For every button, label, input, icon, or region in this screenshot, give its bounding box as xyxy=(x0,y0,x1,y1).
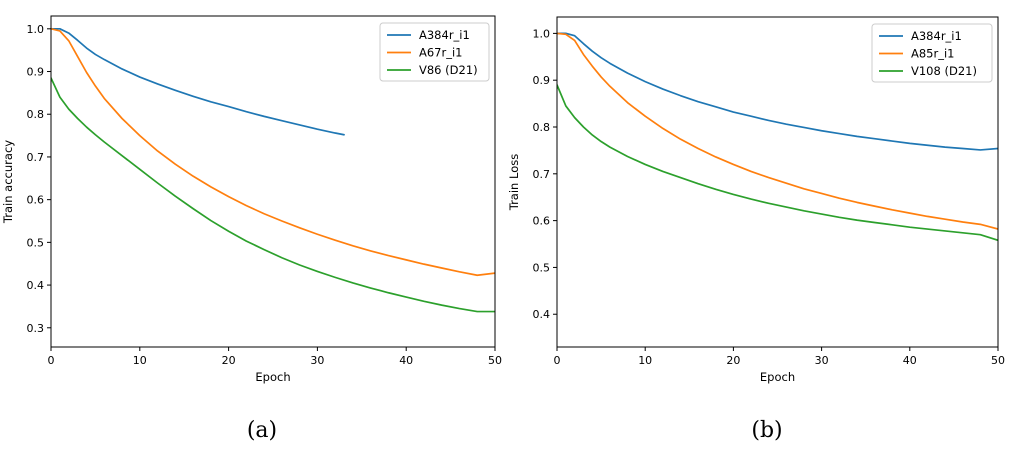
axes-frame xyxy=(556,16,999,348)
legend: A384r_i1 A85r_i1 V108 (D21) xyxy=(871,23,993,83)
series-line xyxy=(51,27,495,277)
x-tick-label: 10 xyxy=(133,354,147,367)
y-tick-label: 1.0 xyxy=(27,23,45,36)
x-tick-label: 0 xyxy=(48,354,55,367)
x-tick-label: 50 xyxy=(991,354,1005,367)
x-tick-label: 40 xyxy=(903,354,917,367)
series-line xyxy=(557,84,998,242)
y-tick-label: 0.8 xyxy=(27,108,45,121)
axes-frame xyxy=(50,15,496,348)
y-tick-label: 0.7 xyxy=(27,151,45,164)
y-tick-label: 0.9 xyxy=(533,74,551,87)
y-tick-label: 0.4 xyxy=(27,279,45,292)
legend-entry: V108 (D21) xyxy=(911,64,977,78)
legend-entry: A384r_i1 xyxy=(419,28,470,42)
y-tick-label: 0.6 xyxy=(27,194,45,207)
chart-panel-b: 0 10 20 30 40 50 0.4 0.5 0.6 0.7 0.8 0.9 1.0 Epoch Tra… xyxy=(507,16,1005,443)
x-tick-label: 30 xyxy=(310,354,324,367)
panel-caption: (b) xyxy=(751,418,782,443)
chart-panel-a: 0 10 20 30 40 50 0.3 0.4 0.5 0.6 0.7 0.8 0.9 1.0 Epoch… xyxy=(1,15,502,443)
panel-caption: (a) xyxy=(247,418,277,443)
y-tick-label: 0.7 xyxy=(533,168,551,181)
x-axis-label: Epoch xyxy=(760,370,795,384)
x-tick-label: 30 xyxy=(815,354,829,367)
legend-box xyxy=(379,22,490,82)
x-tick-label: 20 xyxy=(726,354,740,367)
series-line xyxy=(51,77,495,313)
x-axis-label: Epoch xyxy=(255,370,290,384)
x-tick-label: 10 xyxy=(638,354,652,367)
x-tick-label: 40 xyxy=(399,354,413,367)
y-tick-label: 1.0 xyxy=(533,27,551,40)
legend-entry: A67r_i1 xyxy=(419,46,463,60)
legend-box xyxy=(871,23,993,83)
y-axis-label: Train Loss xyxy=(507,154,521,211)
x-tick-label: 50 xyxy=(488,354,502,367)
y-tick-label: 0.9 xyxy=(27,66,45,79)
x-tick-label: 20 xyxy=(222,354,236,367)
x-tick-label: 0 xyxy=(554,354,561,367)
y-tick-label: 0.4 xyxy=(533,308,551,321)
y-tick-label: 0.5 xyxy=(27,236,45,249)
y-tick-label: 0.5 xyxy=(533,261,551,274)
legend: A384r_i1 A67r_i1 V86 (D21) xyxy=(379,22,490,82)
y-tick-label: 0.3 xyxy=(27,322,45,335)
y-tick-label: 0.8 xyxy=(533,121,551,134)
legend-entry: V86 (D21) xyxy=(419,63,478,77)
y-tick-label: 0.6 xyxy=(533,215,551,228)
series-line xyxy=(51,27,345,136)
series-line xyxy=(557,32,998,151)
legend-entry: A85r_i1 xyxy=(911,47,955,61)
y-axis-label: Train accuracy xyxy=(1,140,15,224)
series-line xyxy=(557,32,998,230)
legend-entry: A384r_i1 xyxy=(911,29,962,43)
